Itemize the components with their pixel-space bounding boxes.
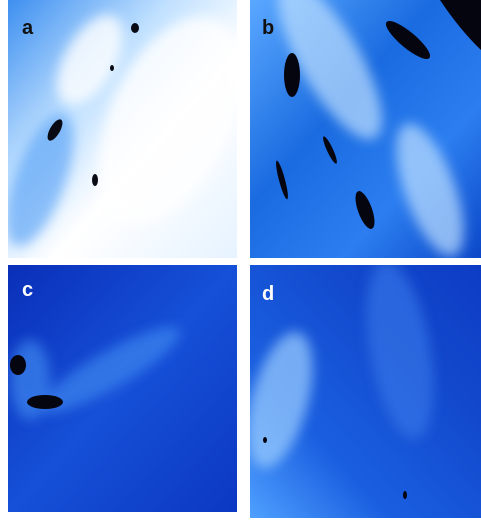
panel-label: d — [262, 283, 274, 305]
panel-a — [0, 0, 271, 258]
panel-label: c — [22, 279, 33, 301]
panel-c — [8, 265, 237, 512]
panel-b — [250, 0, 481, 264]
panel-label: a — [22, 17, 34, 39]
figure: a b c d — [0, 0, 481, 520]
panel-label: b — [262, 17, 274, 39]
